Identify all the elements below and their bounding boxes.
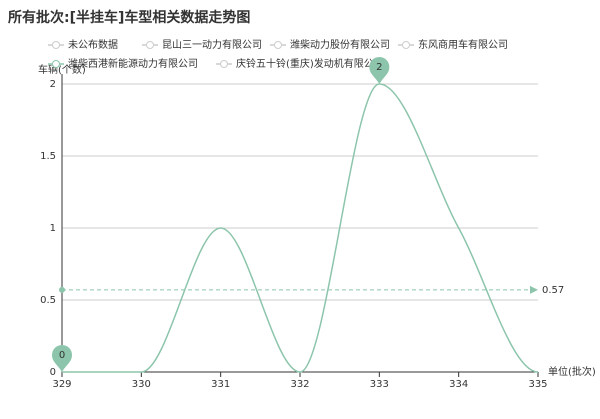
legend-icon-dot (220, 60, 228, 68)
y-tick-label: 2 (50, 79, 56, 90)
legend-icon-dot (402, 41, 410, 49)
legend-item[interactable]: 庆铃五十铃(重庆)发动机有限公司 (216, 57, 384, 70)
x-tick-label: 330 (132, 379, 151, 390)
y-tick-label: 0 (50, 367, 56, 378)
average-line-arrow (530, 285, 538, 294)
legend-label: 未公布数据 (68, 38, 118, 51)
legend-label: 潍柴动力股份有限公司 (290, 38, 390, 51)
series-line (62, 83, 539, 373)
x-tick-label: 333 (370, 379, 389, 390)
average-label: 0.57 (542, 285, 564, 296)
chart-title: 所有批次:[半挂车]车型相关数据走势图 (8, 9, 250, 26)
legend-icon-dot (52, 60, 60, 68)
legend-label: 昆山三一动力有限公司 (162, 38, 262, 51)
legend-label: 东风商用车有限公司 (418, 38, 508, 51)
legend-item[interactable]: 东风商用车有限公司 (398, 38, 508, 51)
mark-pin (52, 345, 72, 372)
x-tick-label: 332 (290, 379, 309, 390)
y-axis-label: 车辆(个数) (38, 63, 86, 76)
legend-icon-dot (274, 41, 282, 49)
legend-icon-dot (52, 41, 60, 49)
legend-label: 潍柴西港新能源动力有限公司 (68, 57, 198, 70)
x-tick-label: 334 (449, 379, 468, 390)
legend-item[interactable]: 潍柴动力股份有限公司 (270, 38, 390, 51)
legend-item[interactable]: 未公布数据 (48, 38, 118, 51)
mark-pin-label: 2 (376, 62, 382, 73)
x-tick-label: 335 (528, 379, 547, 390)
y-tick-label: 0.5 (40, 295, 56, 306)
x-tick-label: 331 (211, 379, 230, 390)
mark-pin (369, 57, 390, 84)
legend-item[interactable]: 潍柴西港新能源动力有限公司 (48, 57, 198, 70)
x-tick-label: 329 (52, 379, 71, 390)
average-line-start (59, 286, 65, 293)
y-tick-label: 1 (50, 223, 56, 234)
y-tick-label: 1.5 (40, 151, 56, 162)
x-axis-label: 单位(批次) (548, 365, 596, 378)
mark-pin-label: 0 (59, 350, 65, 361)
legend-item[interactable]: 昆山三一动力有限公司 (142, 38, 262, 51)
legend-icon-dot (146, 41, 154, 49)
legend-label: 庆铃五十铃(重庆)发动机有限公司 (236, 57, 384, 70)
